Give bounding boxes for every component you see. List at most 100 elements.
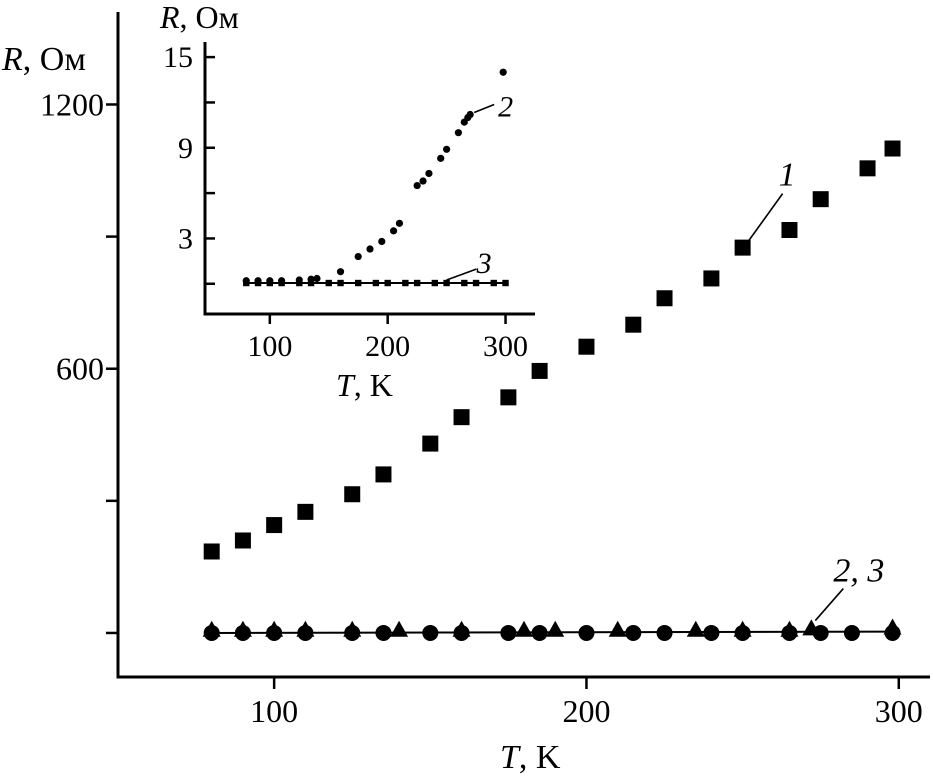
main-annotation-1: 1 <box>779 157 796 194</box>
inset-point-series-2 <box>419 177 427 185</box>
inset-point-series-2 <box>425 169 433 178</box>
main-point-series-1 <box>453 409 470 426</box>
main-point-series-3 <box>780 620 799 637</box>
main-point-series-2 <box>625 624 642 641</box>
main-point-series-1 <box>578 338 595 355</box>
main-point-series-3 <box>452 620 471 637</box>
main-point-series-3 <box>733 620 752 637</box>
main-point-series-1 <box>781 221 798 238</box>
inset-point-series-3 <box>337 279 344 287</box>
inset-point-series-3 <box>402 279 409 287</box>
main-point-series-2 <box>656 624 673 641</box>
inset-x-tick-label: 200 <box>365 330 410 363</box>
main-point-series-1 <box>812 191 829 208</box>
inset-point-series-3 <box>243 279 250 287</box>
inset-point-series-3 <box>325 279 332 287</box>
main-point-series-1 <box>625 316 642 333</box>
inset-plot: 100 200 300 3 9 15 R, Ом T, K 2 3 <box>159 0 535 403</box>
inset-y-axis-label: R, Ом <box>159 0 239 35</box>
inset-point-series-2 <box>366 245 374 253</box>
main-point-series-1 <box>884 140 901 157</box>
inset-point-series-3 <box>355 279 362 287</box>
main-point-series-1 <box>344 486 361 503</box>
main-plot: 100 200 300 600 1200 R, Ом T, K 1 2, 3 <box>1 12 930 776</box>
main-point-series-3 <box>686 620 705 637</box>
main-point-series-3 <box>802 619 821 636</box>
main-point-series-3 <box>883 618 902 635</box>
main-point-series-2 <box>703 624 720 641</box>
main-point-series-1 <box>266 517 283 534</box>
main-point-series-3 <box>546 620 565 637</box>
main-x-tick-label: 300 <box>875 693 923 729</box>
inset-point-series-3 <box>490 279 497 287</box>
inset-point-series-3 <box>472 279 480 287</box>
main-point-series-2 <box>812 624 829 641</box>
main-point-series-3 <box>343 620 362 637</box>
inset-x-axis-label: T, K <box>336 367 393 403</box>
inset-x-tick-label: 300 <box>483 330 528 363</box>
main-point-series-1 <box>500 389 517 406</box>
main-point-series-2 <box>422 624 439 641</box>
inset-point-series-3 <box>461 279 468 287</box>
inset-point-series-3 <box>372 279 380 287</box>
main-point-series-1 <box>703 270 720 287</box>
main-point-series-2 <box>578 624 595 641</box>
inset-point-series-3 <box>278 279 285 287</box>
main-x-tick-label: 100 <box>250 693 298 729</box>
inset-point-series-3 <box>384 279 391 287</box>
inset-point-series-3 <box>307 279 315 287</box>
main-point-series-1 <box>859 160 876 177</box>
inset-point-series-3 <box>296 279 303 287</box>
inset-point-series-2 <box>443 145 451 153</box>
inset-leader-2 <box>473 103 495 114</box>
main-point-series-3 <box>265 620 284 637</box>
main-point-series-1 <box>531 362 548 379</box>
main-point-series-1 <box>234 532 251 549</box>
main-point-series-3 <box>515 620 533 637</box>
main-leader-1 <box>745 193 784 245</box>
main-point-series-2 <box>500 624 517 641</box>
main-point-series-3 <box>233 620 252 637</box>
inset-point-series-2 <box>499 68 507 76</box>
inset-point-series-2 <box>354 252 362 261</box>
main-point-series-1 <box>297 503 314 520</box>
main-x-tick-label: 200 <box>562 693 610 729</box>
inset-y-tick-label: 15 <box>163 41 193 74</box>
main-point-series-3 <box>202 620 221 637</box>
inset-axes <box>203 42 535 316</box>
main-point-series-2 <box>843 624 860 641</box>
main-y-tick-label: 1200 <box>40 86 104 122</box>
inset-annotation-3: 3 <box>476 247 492 280</box>
main-y-axis-label: R, Ом <box>1 41 86 78</box>
main-point-series-3 <box>608 620 627 637</box>
main-point-series-3 <box>296 620 315 637</box>
main-x-axis-label: T, K <box>500 739 561 776</box>
inset-point-series-2 <box>466 110 474 119</box>
main-point-series-1 <box>656 290 673 307</box>
inset-point-series-3 <box>266 279 274 287</box>
inset-point-series-3 <box>254 279 262 287</box>
main-point-series-1 <box>203 543 220 560</box>
inset-point-series-3 <box>443 279 450 287</box>
main-annotation-2-3: 2, 3 <box>833 553 884 590</box>
inset-point-series-2 <box>378 237 386 246</box>
inset-leader-3 <box>446 268 477 281</box>
main-axes <box>116 12 930 679</box>
inset-point-series-2 <box>395 219 404 227</box>
inset-point-series-3 <box>413 279 421 287</box>
inset-point-series-2 <box>313 274 321 283</box>
main-point-series-2 <box>531 624 548 641</box>
inset-point-series-2 <box>389 227 398 235</box>
inset-y-tick-label: 3 <box>178 222 193 255</box>
inset-point-series-2 <box>454 129 462 137</box>
inset-point-series-3 <box>431 279 439 287</box>
inset-y-tick-label: 9 <box>178 132 193 165</box>
inset-point-series-2 <box>336 268 345 276</box>
main-y-tick-label: 600 <box>56 351 104 387</box>
main-point-series-3 <box>390 620 409 637</box>
main-point-series-1 <box>422 435 439 452</box>
inset-x-tick-label: 100 <box>247 330 292 363</box>
main-point-series-1 <box>375 466 392 483</box>
main-point-series-2 <box>375 624 392 641</box>
